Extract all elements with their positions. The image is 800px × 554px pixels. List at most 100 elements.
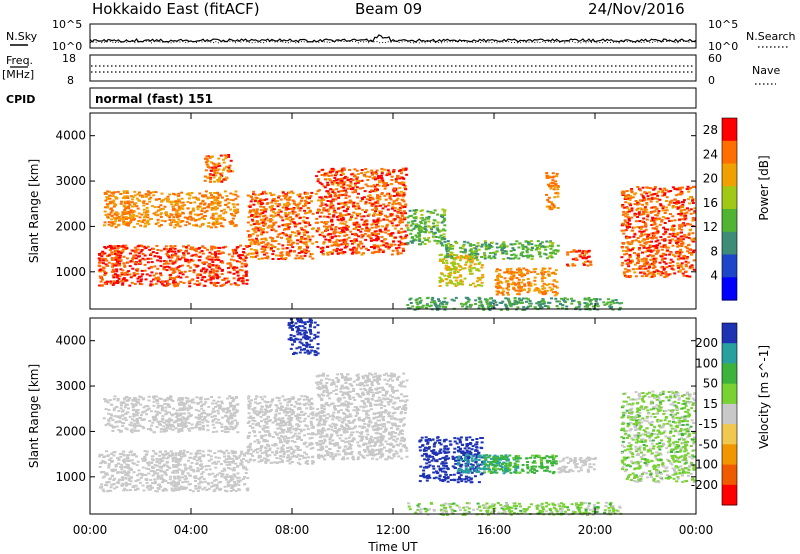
data-cell <box>203 175 207 178</box>
data-cell <box>578 249 581 252</box>
data-cell <box>285 206 288 209</box>
data-cell <box>271 210 275 213</box>
data-cell <box>132 226 136 229</box>
data-cell <box>203 179 207 182</box>
data-cell <box>121 479 125 481</box>
data-cell <box>643 224 647 227</box>
data-cell <box>445 268 449 271</box>
data-cell <box>307 207 311 209</box>
data-cell <box>652 270 656 273</box>
data-cell <box>205 268 209 271</box>
data-cell <box>303 248 306 251</box>
data-cell <box>111 192 115 195</box>
data-cell <box>226 198 230 201</box>
data-cell <box>330 244 334 247</box>
data-cell <box>640 232 644 235</box>
data-cell <box>215 264 219 267</box>
data-cell <box>353 184 357 187</box>
data-cell <box>354 227 358 230</box>
data-cell <box>130 211 134 214</box>
data-cell <box>322 199 326 201</box>
data-cell <box>391 206 395 209</box>
data-cell <box>144 247 148 249</box>
data-cell <box>111 201 115 204</box>
data-cell <box>364 201 368 204</box>
data-cell <box>340 219 344 222</box>
data-cell <box>186 472 190 475</box>
data-cell <box>495 242 499 245</box>
data-cell <box>566 298 570 301</box>
data-cell <box>124 471 128 474</box>
data-cell <box>203 202 207 205</box>
data-cell <box>648 191 652 194</box>
data-cell <box>170 256 174 259</box>
data-cell <box>286 228 290 231</box>
data-cell <box>427 217 430 220</box>
data-cell <box>144 193 148 196</box>
data-cell <box>224 199 228 202</box>
data-cell <box>383 187 387 190</box>
data-cell <box>236 203 240 206</box>
data-cell <box>185 276 189 279</box>
data-cell <box>216 203 220 206</box>
data-cell <box>326 190 330 193</box>
data-cell <box>642 196 646 199</box>
data-cell <box>585 302 589 305</box>
data-cell <box>179 450 183 453</box>
data-cell <box>129 252 132 255</box>
data-cell <box>150 217 153 220</box>
data-cell <box>621 249 625 252</box>
data-cell <box>332 211 336 214</box>
data-cell <box>396 253 400 256</box>
data-cell <box>136 193 140 196</box>
data-cell <box>370 169 374 172</box>
data-cell <box>480 284 484 287</box>
data-cell <box>404 212 407 215</box>
data-cell <box>192 457 196 460</box>
data-cell <box>452 299 456 302</box>
data-cell <box>529 240 533 243</box>
data-cell <box>372 219 376 222</box>
data-cell <box>587 303 591 306</box>
data-cell <box>261 231 265 234</box>
data-cell <box>532 268 536 271</box>
data-cell <box>676 237 680 240</box>
data-cell <box>663 187 667 190</box>
data-cell <box>429 212 433 215</box>
data-cell <box>480 256 484 258</box>
data-cell <box>359 230 363 233</box>
data-cell <box>336 218 340 221</box>
data-cell <box>664 230 668 233</box>
data-cell <box>170 203 174 206</box>
data-cell <box>647 233 651 236</box>
data-cell <box>331 191 335 194</box>
data-cell <box>164 285 168 287</box>
data-cell <box>318 181 322 184</box>
data-cell <box>203 211 207 214</box>
data-cell <box>459 250 463 253</box>
data-cell <box>101 278 104 281</box>
data-cell <box>682 257 686 260</box>
data-cell <box>337 244 341 247</box>
data-cell <box>191 490 195 493</box>
data-cell <box>589 302 593 305</box>
data-cell <box>174 259 178 262</box>
data-cell <box>686 261 690 264</box>
data-cell <box>419 210 423 213</box>
data-cell <box>355 225 359 228</box>
data-cell <box>187 467 191 470</box>
data-cell <box>397 246 401 249</box>
data-cell <box>384 205 388 208</box>
data-cell <box>105 196 109 199</box>
data-cell <box>141 221 145 224</box>
data-cell <box>232 250 236 253</box>
data-cell <box>640 275 644 278</box>
data-cell <box>340 182 344 185</box>
data-cell <box>517 301 520 304</box>
data-cell <box>234 283 238 286</box>
data-cell <box>626 236 630 239</box>
data-cell <box>676 231 680 234</box>
data-cell <box>502 241 506 244</box>
data-cell <box>438 258 442 261</box>
data-cell <box>643 207 647 210</box>
